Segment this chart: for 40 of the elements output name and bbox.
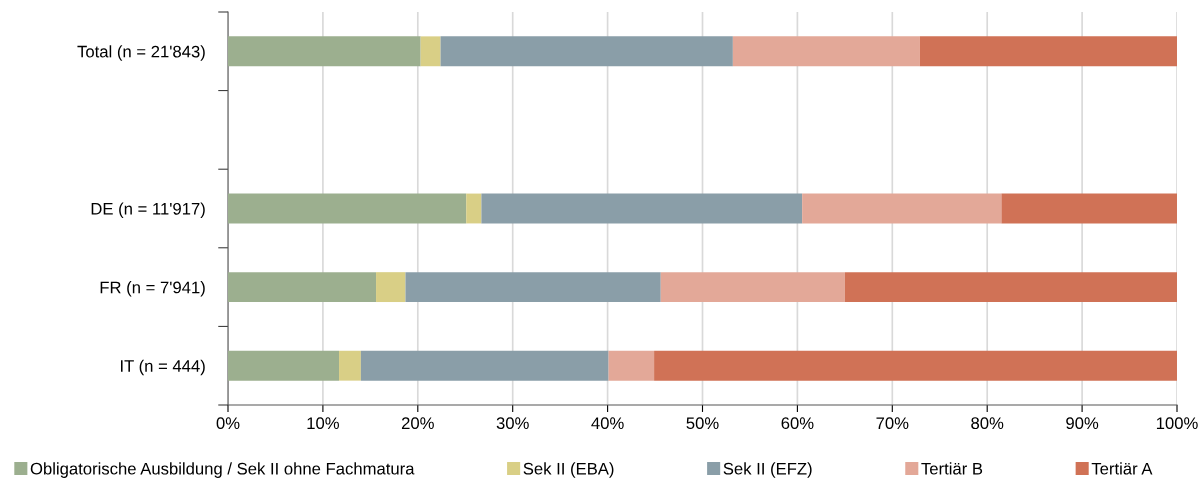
bar: [608, 350, 655, 381]
bar: [466, 193, 482, 224]
bar: [440, 36, 733, 67]
legend-label: Sek II (EFZ): [723, 462, 812, 478]
bar: [844, 272, 1177, 303]
x-tick-label: 40%: [591, 417, 624, 430]
y-tick-label: IT (n = 444): [121, 359, 205, 376]
bar: [376, 272, 406, 303]
x-tick-label: 90%: [1066, 417, 1099, 430]
bar: [732, 36, 920, 67]
x-tick-label: 60%: [781, 417, 814, 430]
x-tick-label: 70%: [876, 417, 909, 430]
y-tick-label: FR (n = 7'941): [100, 281, 205, 297]
bar: [654, 350, 1177, 381]
x-tick-label: 10%: [307, 417, 339, 430]
bar: [660, 272, 845, 303]
bar: [919, 36, 1177, 67]
y-tick-label: Total (n = 21'843): [77, 45, 205, 61]
bar: [802, 193, 1002, 224]
bar: [228, 193, 467, 224]
bar: [339, 350, 361, 381]
legend-label: Tertiär B: [921, 462, 983, 475]
x-tick-label: 30%: [496, 417, 529, 430]
legend-label: Sek II (EBA): [523, 462, 614, 478]
bar: [405, 272, 661, 303]
y-tick-label: DE (n = 11'917): [91, 202, 205, 218]
x-tick-label: 0%: [216, 417, 240, 430]
bar: [228, 36, 421, 67]
bar: [228, 350, 340, 381]
x-tick-label: 80%: [971, 417, 1004, 430]
x-tick-label: 100%: [1156, 417, 1198, 430]
legend-label: Tertiär A: [1091, 462, 1153, 475]
x-tick-label: 50%: [686, 417, 719, 430]
x-tick-label: 20%: [401, 417, 434, 430]
bar: [360, 350, 609, 381]
bar: [1001, 193, 1177, 224]
bar: [481, 193, 803, 224]
bar: [228, 272, 377, 303]
bar: [420, 36, 441, 67]
legend-label: Obligatorische Ausbildung / Sek II ohne Fachmatura: [30, 462, 415, 478]
